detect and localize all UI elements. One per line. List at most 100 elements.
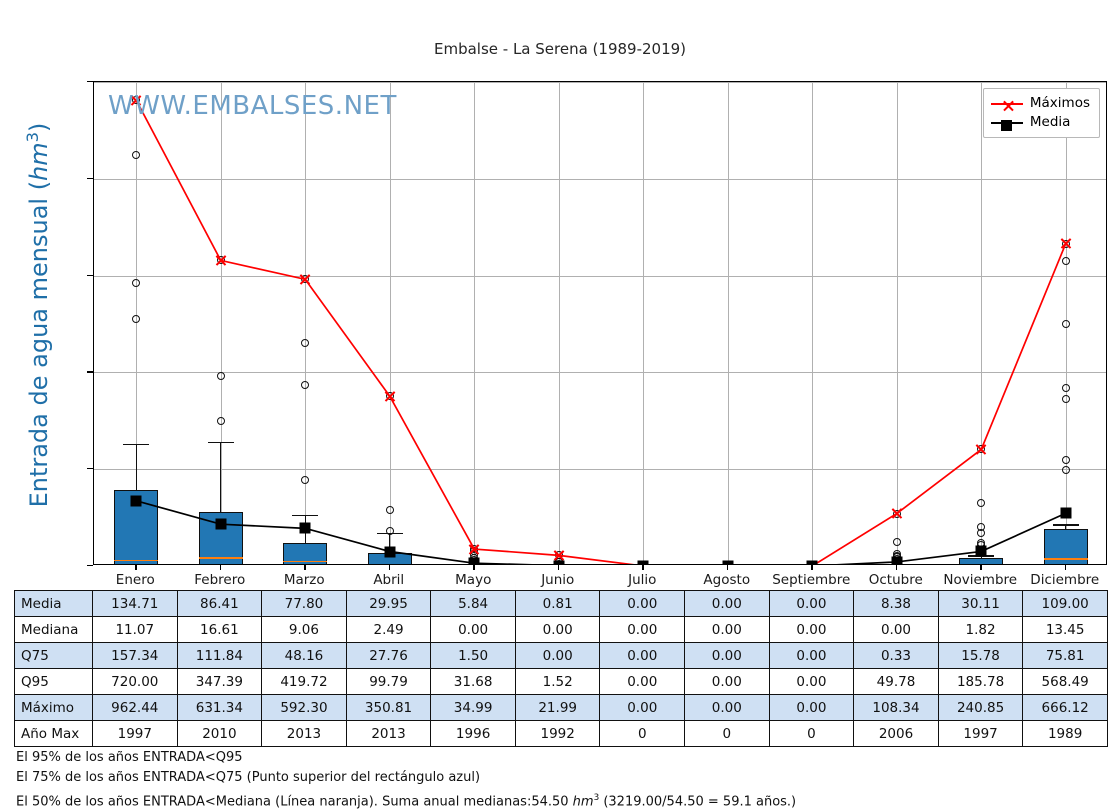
table-cell-máximo-junio: 21.99 [515,695,600,721]
x-tick-mark [811,565,812,570]
marker-media-marzo [300,523,311,534]
x-tick-label-febrero: Febrero [194,572,245,588]
marker-media-mayo [469,558,480,565]
table-cell-media-agosto: 0.00 [685,591,770,617]
table-cell-q95-julio: 0.00 [600,669,685,695]
table-cell-mediana-junio: 0.00 [515,617,600,643]
table-row-label: Máximo [15,695,93,721]
table-cell-q75-abril: 27.76 [346,643,431,669]
table-cell-año-max-octubre: 2006 [854,721,939,747]
legend-label-maximos: Máximos [1030,94,1090,113]
table-cell-q75-junio: 0.00 [515,643,600,669]
chart-title: Embalse - La Serena (1989-2019) [0,40,1120,58]
y-axis-label: Entrada de agua mensual (hm3) [23,55,53,575]
table-cell-año-max-septiembre: 0 [769,721,854,747]
table-row-label: Mediana [15,617,93,643]
table-cell-q75-agosto: 0.00 [685,643,770,669]
legend-item-media[interactable]: Media [991,113,1090,132]
marker-máximos-noviembre [975,443,988,456]
table-cell-máximo-agosto: 0.00 [685,695,770,721]
table-cell-q95-marzo: 419.72 [262,669,347,695]
legend-item-maximos[interactable]: Máximos [991,94,1090,113]
series-line-máximos [136,100,1066,565]
table-cell-media-marzo: 77.80 [262,591,347,617]
series-line-media [136,501,1066,565]
footnote-mediana-a: El 50% de los años ENTRADA<Mediana (Líne… [16,794,573,809]
table-cell-mediana-julio: 0.00 [600,617,685,643]
y-tick-mark [87,565,93,566]
table-cell-máximo-febrero: 631.34 [177,695,262,721]
marker-media-julio [638,561,649,566]
chart-legend[interactable]: Máximos Media [983,88,1100,138]
x-tick-mark [220,565,221,570]
y-axis-label-unit: hm [25,142,53,181]
marker-media-abril [384,546,395,557]
y-axis-label-exponent: 3 [23,132,42,142]
table-row-label: Año Max [15,721,93,747]
x-tick-label-octubre: Octubre [869,572,923,588]
table-cell-media-octubre: 8.38 [854,591,939,617]
square-marker-icon [1001,120,1012,131]
series-lines [94,82,1107,565]
table-cell-año-max-junio: 1992 [515,721,600,747]
table-cell-año-max-agosto: 0 [685,721,770,747]
legend-label-media: Media [1030,113,1071,132]
plot-area: WWW.EMBALSES.NET Máximos Media [93,81,1107,565]
table-cell-mediana-mayo: 0.00 [431,617,516,643]
table-row-label: Q75 [15,643,93,669]
x-tick-mark [473,565,474,570]
table-cell-media-febrero: 86.41 [177,591,262,617]
x-tick-label-noviembre: Noviembre [943,572,1017,588]
table-cell-año-max-mayo: 1996 [431,721,516,747]
table-cell-q95-abril: 99.79 [346,669,431,695]
marker-media-agosto [722,561,733,566]
x-marker-icon [1002,100,1015,113]
table-cell-media-diciembre: 109.00 [1023,591,1108,617]
marker-media-diciembre [1060,508,1071,519]
x-tick-label-julio: Julio [628,572,656,588]
table-cell-media-noviembre: 30.11 [938,591,1023,617]
marker-media-enero [131,495,142,506]
marker-máximos-marzo [299,273,312,286]
table-cell-año-max-abril: 2013 [346,721,431,747]
table-cell-mediana-agosto: 0.00 [685,617,770,643]
x-tick-label-agosto: Agosto [703,572,750,588]
table-cell-año-max-marzo: 2013 [262,721,347,747]
footnote-q75: El 75% de los años ENTRADA<Q75 (Punto su… [16,768,796,788]
table-cell-máximo-julio: 0.00 [600,695,685,721]
table-cell-mediana-noviembre: 1.82 [938,617,1023,643]
table-cell-q75-febrero: 111.84 [177,643,262,669]
table-cell-q95-enero: 720.00 [93,669,178,695]
table-cell-máximo-octubre: 108.34 [854,695,939,721]
table-cell-año-max-julio: 0 [600,721,685,747]
table-cell-q95-noviembre: 185.78 [938,669,1023,695]
x-tick-label-enero: Enero [116,572,155,588]
legend-swatch-media [991,116,1023,130]
table-cell-q75-diciembre: 75.81 [1023,643,1108,669]
marker-máximos-febrero [214,254,227,267]
table-cell-media-mayo: 5.84 [431,591,516,617]
marker-máximos-enero [130,94,143,107]
marker-máximos-mayo [468,543,481,556]
table-cell-q95-septiembre: 0.00 [769,669,854,695]
table-cell-q95-junio: 1.52 [515,669,600,695]
x-tick-label-septiembre: Septiembre [772,572,850,588]
table-cell-mediana-septiembre: 0.00 [769,617,854,643]
table-cell-año-max-noviembre: 1997 [938,721,1023,747]
table-cell-q75-noviembre: 15.78 [938,643,1023,669]
marker-máximos-abril [383,390,396,403]
table-cell-máximo-diciembre: 666.12 [1023,695,1108,721]
table-cell-máximo-mayo: 34.99 [431,695,516,721]
table-cell-mediana-octubre: 0.00 [854,617,939,643]
marker-media-septiembre [807,561,818,566]
marker-media-febrero [215,519,226,530]
x-tick-mark [727,565,728,570]
table-cell-q95-febrero: 347.39 [177,669,262,695]
